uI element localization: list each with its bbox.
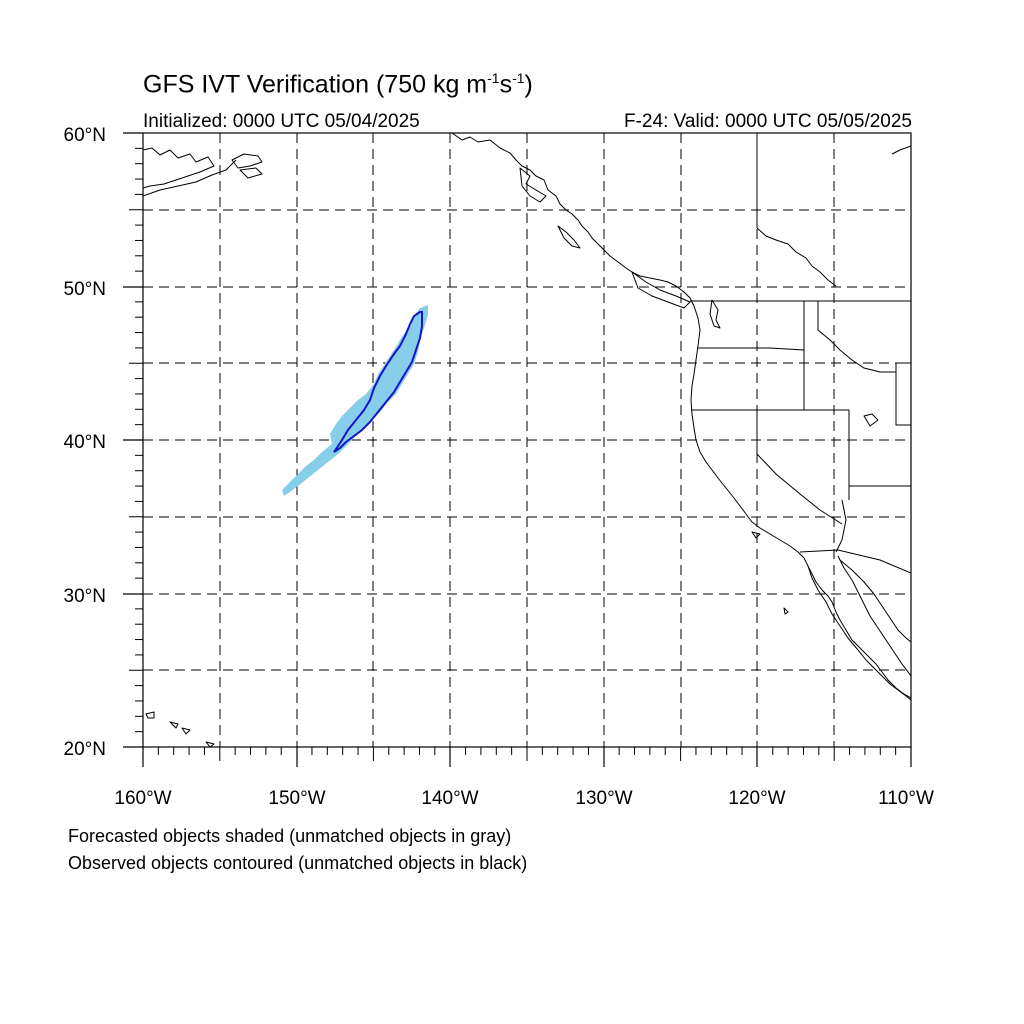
caption-forecast: Forecasted objects shaded (unmatched obj… [68, 826, 512, 846]
forecast-ivt-object [282, 305, 428, 496]
lon-label: 160°W [114, 788, 171, 809]
hawaii-island [169, 721, 179, 729]
id-mt-border [817, 301, 896, 373]
gulf-alaska-coast [451, 133, 911, 699]
lon-label: 150°W [268, 788, 325, 809]
vancouver-island [631, 271, 691, 309]
hudson-coast [756, 227, 837, 287]
caption-observed: Observed objects contoured (unmatched ob… [68, 853, 528, 873]
baja-coast [807, 565, 911, 701]
alaska-island [239, 167, 263, 179]
ca-nv-border [756, 410, 843, 525]
mainland-mexico-coast [839, 559, 911, 643]
lon-label: 120°W [728, 788, 785, 809]
lat-label: 20°N [64, 739, 106, 760]
init-time-label: Initialized: 0000 UTC 05/04/2025 [143, 111, 420, 132]
lat-label: 40°N [64, 432, 106, 453]
lon-label: 110°W [878, 788, 934, 809]
se-alaska-islands [519, 167, 547, 203]
lat-label: 50°N [64, 279, 106, 300]
hawaii-island [205, 741, 215, 747]
baja-gulf-coast [837, 555, 911, 677]
wa-or-border [698, 347, 805, 363]
az-ca-border [835, 499, 847, 553]
alaska-coast [143, 159, 237, 197]
lat-lon-grid [143, 133, 911, 747]
guadalupe-island [783, 607, 789, 615]
lon-label: 130°W [575, 788, 632, 809]
wy-border [895, 362, 911, 426]
haida-gwaii [557, 225, 581, 249]
great-salt-lake [863, 413, 879, 427]
observed-ivt-contour [333, 311, 423, 453]
lon-label: 140°W [421, 788, 478, 809]
alaska-island [231, 153, 263, 169]
puget-sound [709, 299, 721, 329]
coastlines [143, 133, 911, 747]
lat-label: 60°N [64, 125, 106, 146]
hawaii-island [145, 711, 155, 719]
hawaii-island [181, 727, 191, 735]
us-mexico-border [799, 549, 911, 574]
political-borders [690, 133, 911, 574]
major-ticks [123, 132, 912, 767]
alaska-coast [143, 147, 215, 189]
arctic-coast [891, 145, 911, 155]
channel-islands [751, 531, 761, 539]
chart-title: GFS IVT Verification (750 kg m-1s-1) [143, 70, 533, 99]
lat-label: 30°N [64, 586, 106, 607]
minor-ticks [129, 147, 897, 761]
valid-time-label: F-24: Valid: 0000 UTC 05/05/2025 [624, 111, 912, 132]
